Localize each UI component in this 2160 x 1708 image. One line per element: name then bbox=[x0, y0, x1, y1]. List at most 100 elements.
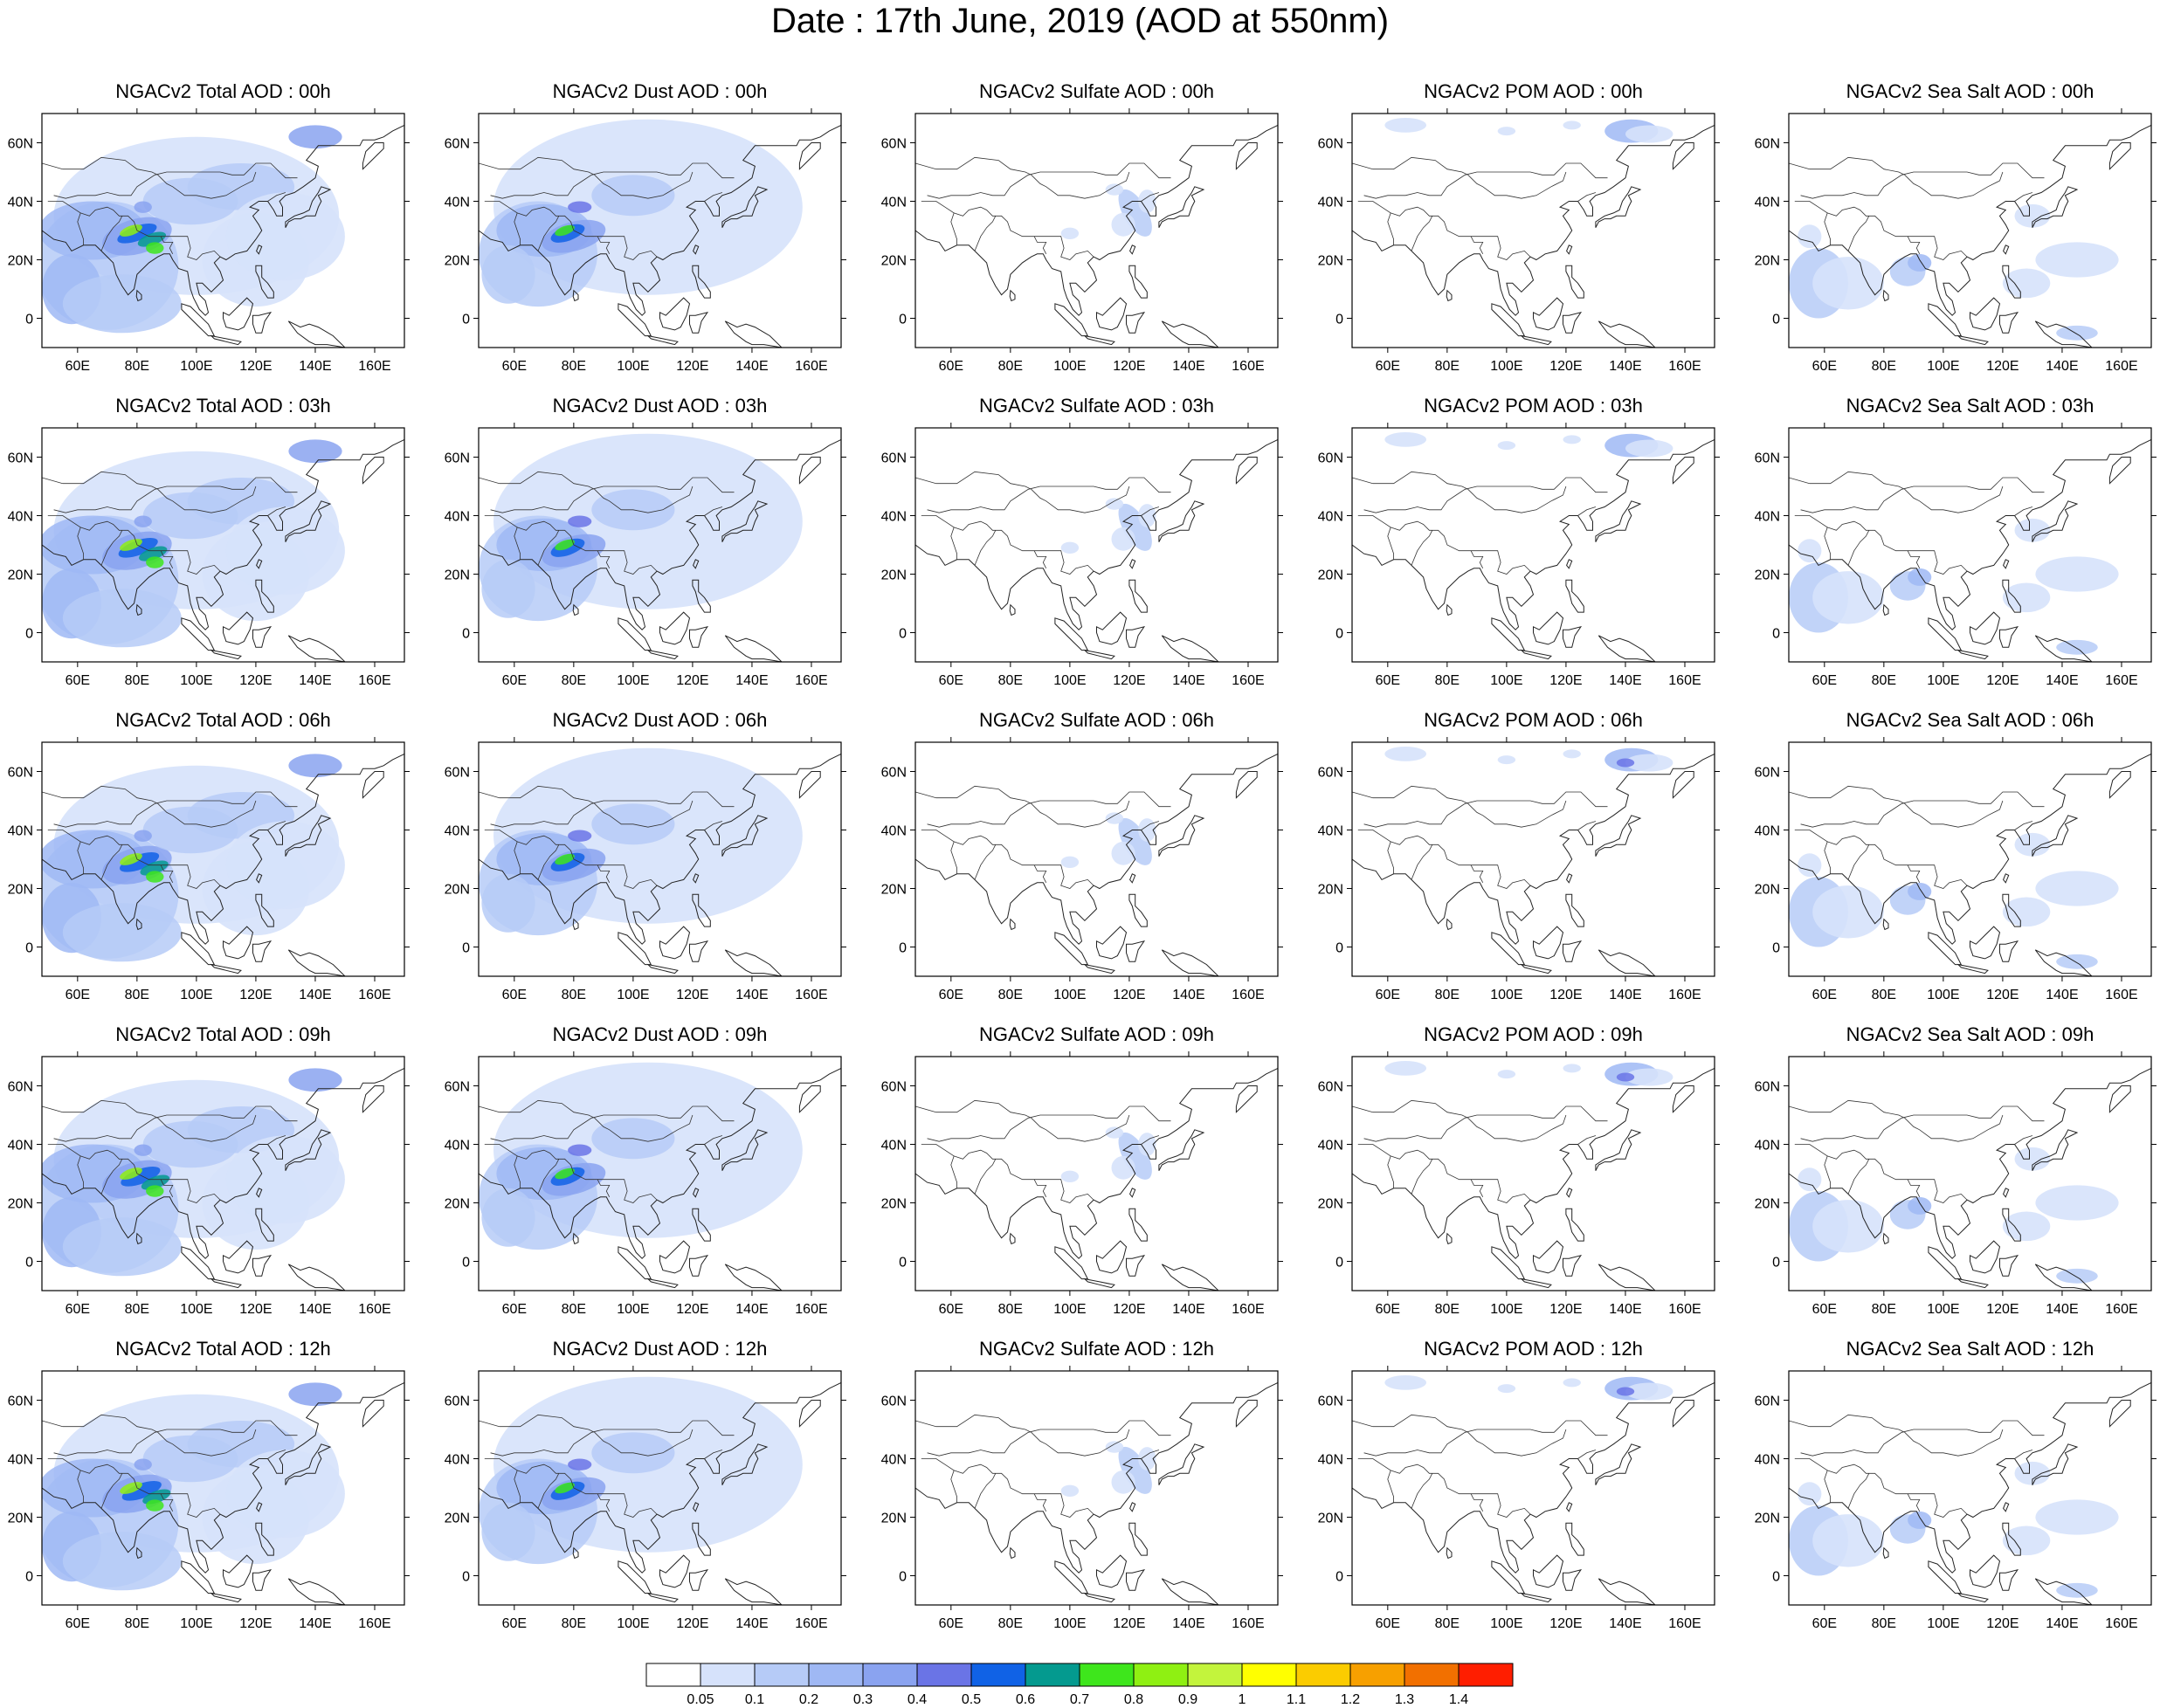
coastline bbox=[1083, 1592, 1115, 1603]
coastline bbox=[1595, 500, 1642, 542]
coastline bbox=[42, 753, 404, 945]
panel-title-pom-00h: NGACv2 POM AOD : 00h bbox=[1424, 80, 1643, 102]
country-border bbox=[915, 785, 1032, 804]
country-border bbox=[1577, 192, 1597, 202]
coastline bbox=[181, 1560, 216, 1594]
coastline bbox=[479, 438, 841, 630]
aod-field-5 bbox=[2002, 582, 2051, 613]
aod-field-2 bbox=[1384, 747, 1426, 761]
country-border bbox=[267, 1135, 286, 1145]
aod-field-6 bbox=[481, 559, 535, 618]
aod-field-9 bbox=[62, 903, 182, 962]
x-tick-label: 120E bbox=[1549, 988, 1582, 1002]
aod-field-15 bbox=[134, 1144, 152, 1156]
country-border bbox=[479, 785, 595, 804]
x-tick-label: 100E bbox=[1490, 988, 1522, 1002]
x-tick-label: 100E bbox=[1053, 1302, 1086, 1317]
aod-field-9 bbox=[62, 589, 182, 648]
colorbar-box bbox=[808, 1663, 864, 1687]
x-tick-label: 120E bbox=[1986, 1302, 2019, 1317]
map-frame bbox=[478, 113, 842, 348]
coastline bbox=[1595, 186, 1642, 228]
aod-field-8 bbox=[2056, 954, 2098, 969]
x-tick-label: 160E bbox=[1668, 1302, 1701, 1317]
map-panel-total-12h: 60E 80E 100E 120E 140E 160E 60N 40N 20N 0 bbox=[8, 1366, 410, 1631]
country-border bbox=[1577, 821, 1597, 830]
coastline bbox=[1054, 617, 1089, 651]
coastline bbox=[646, 334, 679, 346]
coastline bbox=[255, 893, 274, 927]
x-tick-label: 120E bbox=[1986, 673, 2019, 688]
country-border bbox=[1827, 1464, 1968, 1518]
x-tick-label: 160E bbox=[2105, 673, 2137, 688]
coastline bbox=[1126, 1568, 1146, 1591]
coastline bbox=[1565, 1208, 1584, 1242]
panel-title-total-00h: NGACv2 Total AOD : 00h bbox=[115, 80, 331, 102]
coastline bbox=[1956, 334, 1989, 346]
map-panel-total-06h: 60E 80E 100E 120E 140E 160E 60N 40N 20N 0 bbox=[8, 737, 410, 1002]
aod-field-7 bbox=[288, 1382, 342, 1407]
country-border bbox=[157, 486, 257, 513]
aod-field-4 bbox=[1563, 1064, 1581, 1073]
colorbar-label: 0.9 bbox=[1178, 1692, 1197, 1707]
map-panel-sulfate-00h: 60E 80E 100E 120E 140E 160E 60N 40N 20N 0 bbox=[881, 108, 1283, 374]
aod-field-4 bbox=[1138, 1447, 1156, 1470]
country-border bbox=[42, 471, 158, 490]
x-tick-label: 100E bbox=[1927, 1302, 1959, 1317]
x-tick-label: 60E bbox=[1376, 988, 1400, 1002]
coastline bbox=[915, 1381, 1278, 1574]
x-tick-label: 120E bbox=[1549, 1302, 1582, 1317]
coastline bbox=[287, 320, 346, 348]
map-frame bbox=[914, 1370, 1279, 1606]
aod-field-14 bbox=[146, 1185, 164, 1197]
y-tick-label: 40N bbox=[881, 824, 907, 839]
coastline bbox=[1446, 918, 1453, 931]
aod-field-4 bbox=[1563, 749, 1581, 759]
coastline bbox=[915, 1067, 1278, 1259]
colorbar-label: 0.2 bbox=[799, 1692, 818, 1707]
map-frame bbox=[914, 741, 1279, 977]
coastline bbox=[1126, 311, 1146, 334]
country-border bbox=[594, 1429, 694, 1457]
colorbar-label: 1.3 bbox=[1395, 1692, 1414, 1707]
map-frame bbox=[478, 1370, 842, 1606]
coastline bbox=[1491, 932, 1526, 966]
coastline bbox=[2003, 1188, 2010, 1198]
aod-field-4 bbox=[1138, 504, 1156, 527]
coastline bbox=[2032, 1443, 2079, 1485]
x-tick-label: 120E bbox=[239, 359, 272, 374]
country-border bbox=[1033, 236, 1047, 254]
map-frame bbox=[1351, 427, 1715, 663]
country-border bbox=[1904, 1429, 2004, 1457]
x-tick-label: 80E bbox=[125, 988, 149, 1002]
coastline bbox=[1970, 1554, 2001, 1588]
x-tick-label: 60E bbox=[66, 359, 90, 374]
aod-field-13 bbox=[120, 539, 142, 551]
panel-title-seasalt-12h: NGACv2 Sea Salt AOD : 12h bbox=[1846, 1338, 2094, 1360]
coastline bbox=[659, 297, 691, 331]
coastline bbox=[1158, 815, 1205, 857]
country-border bbox=[1904, 171, 2004, 199]
country-border bbox=[2014, 192, 2033, 202]
x-tick-label: 80E bbox=[1435, 1616, 1460, 1631]
aod-field-4 bbox=[1563, 121, 1581, 130]
coastline bbox=[2003, 559, 2010, 569]
country-border bbox=[1357, 1144, 1394, 1188]
y-tick-label: 60N bbox=[445, 1080, 470, 1095]
y-tick-label: 20N bbox=[881, 883, 907, 898]
coastline bbox=[1009, 289, 1016, 302]
y-tick-label: 40N bbox=[1755, 824, 1780, 839]
x-tick-label: 140E bbox=[1609, 673, 1641, 688]
aod-field-2 bbox=[1060, 1484, 1080, 1497]
x-tick-label: 120E bbox=[1113, 359, 1145, 374]
coastline bbox=[693, 1502, 700, 1512]
x-tick-label: 160E bbox=[1668, 988, 1701, 1002]
map-frame bbox=[1788, 741, 2152, 977]
country-border bbox=[1391, 1464, 1531, 1518]
country-border bbox=[517, 520, 658, 575]
country-border bbox=[954, 1464, 1094, 1518]
country-border bbox=[1391, 1149, 1531, 1203]
map-panel-total-09h: 60E 80E 100E 120E 140E 160E 60N 40N 20N 0 bbox=[8, 1051, 410, 1317]
panel-title-dust-06h: NGACv2 Dust AOD : 06h bbox=[552, 709, 768, 731]
x-tick-label: 60E bbox=[939, 988, 963, 1002]
